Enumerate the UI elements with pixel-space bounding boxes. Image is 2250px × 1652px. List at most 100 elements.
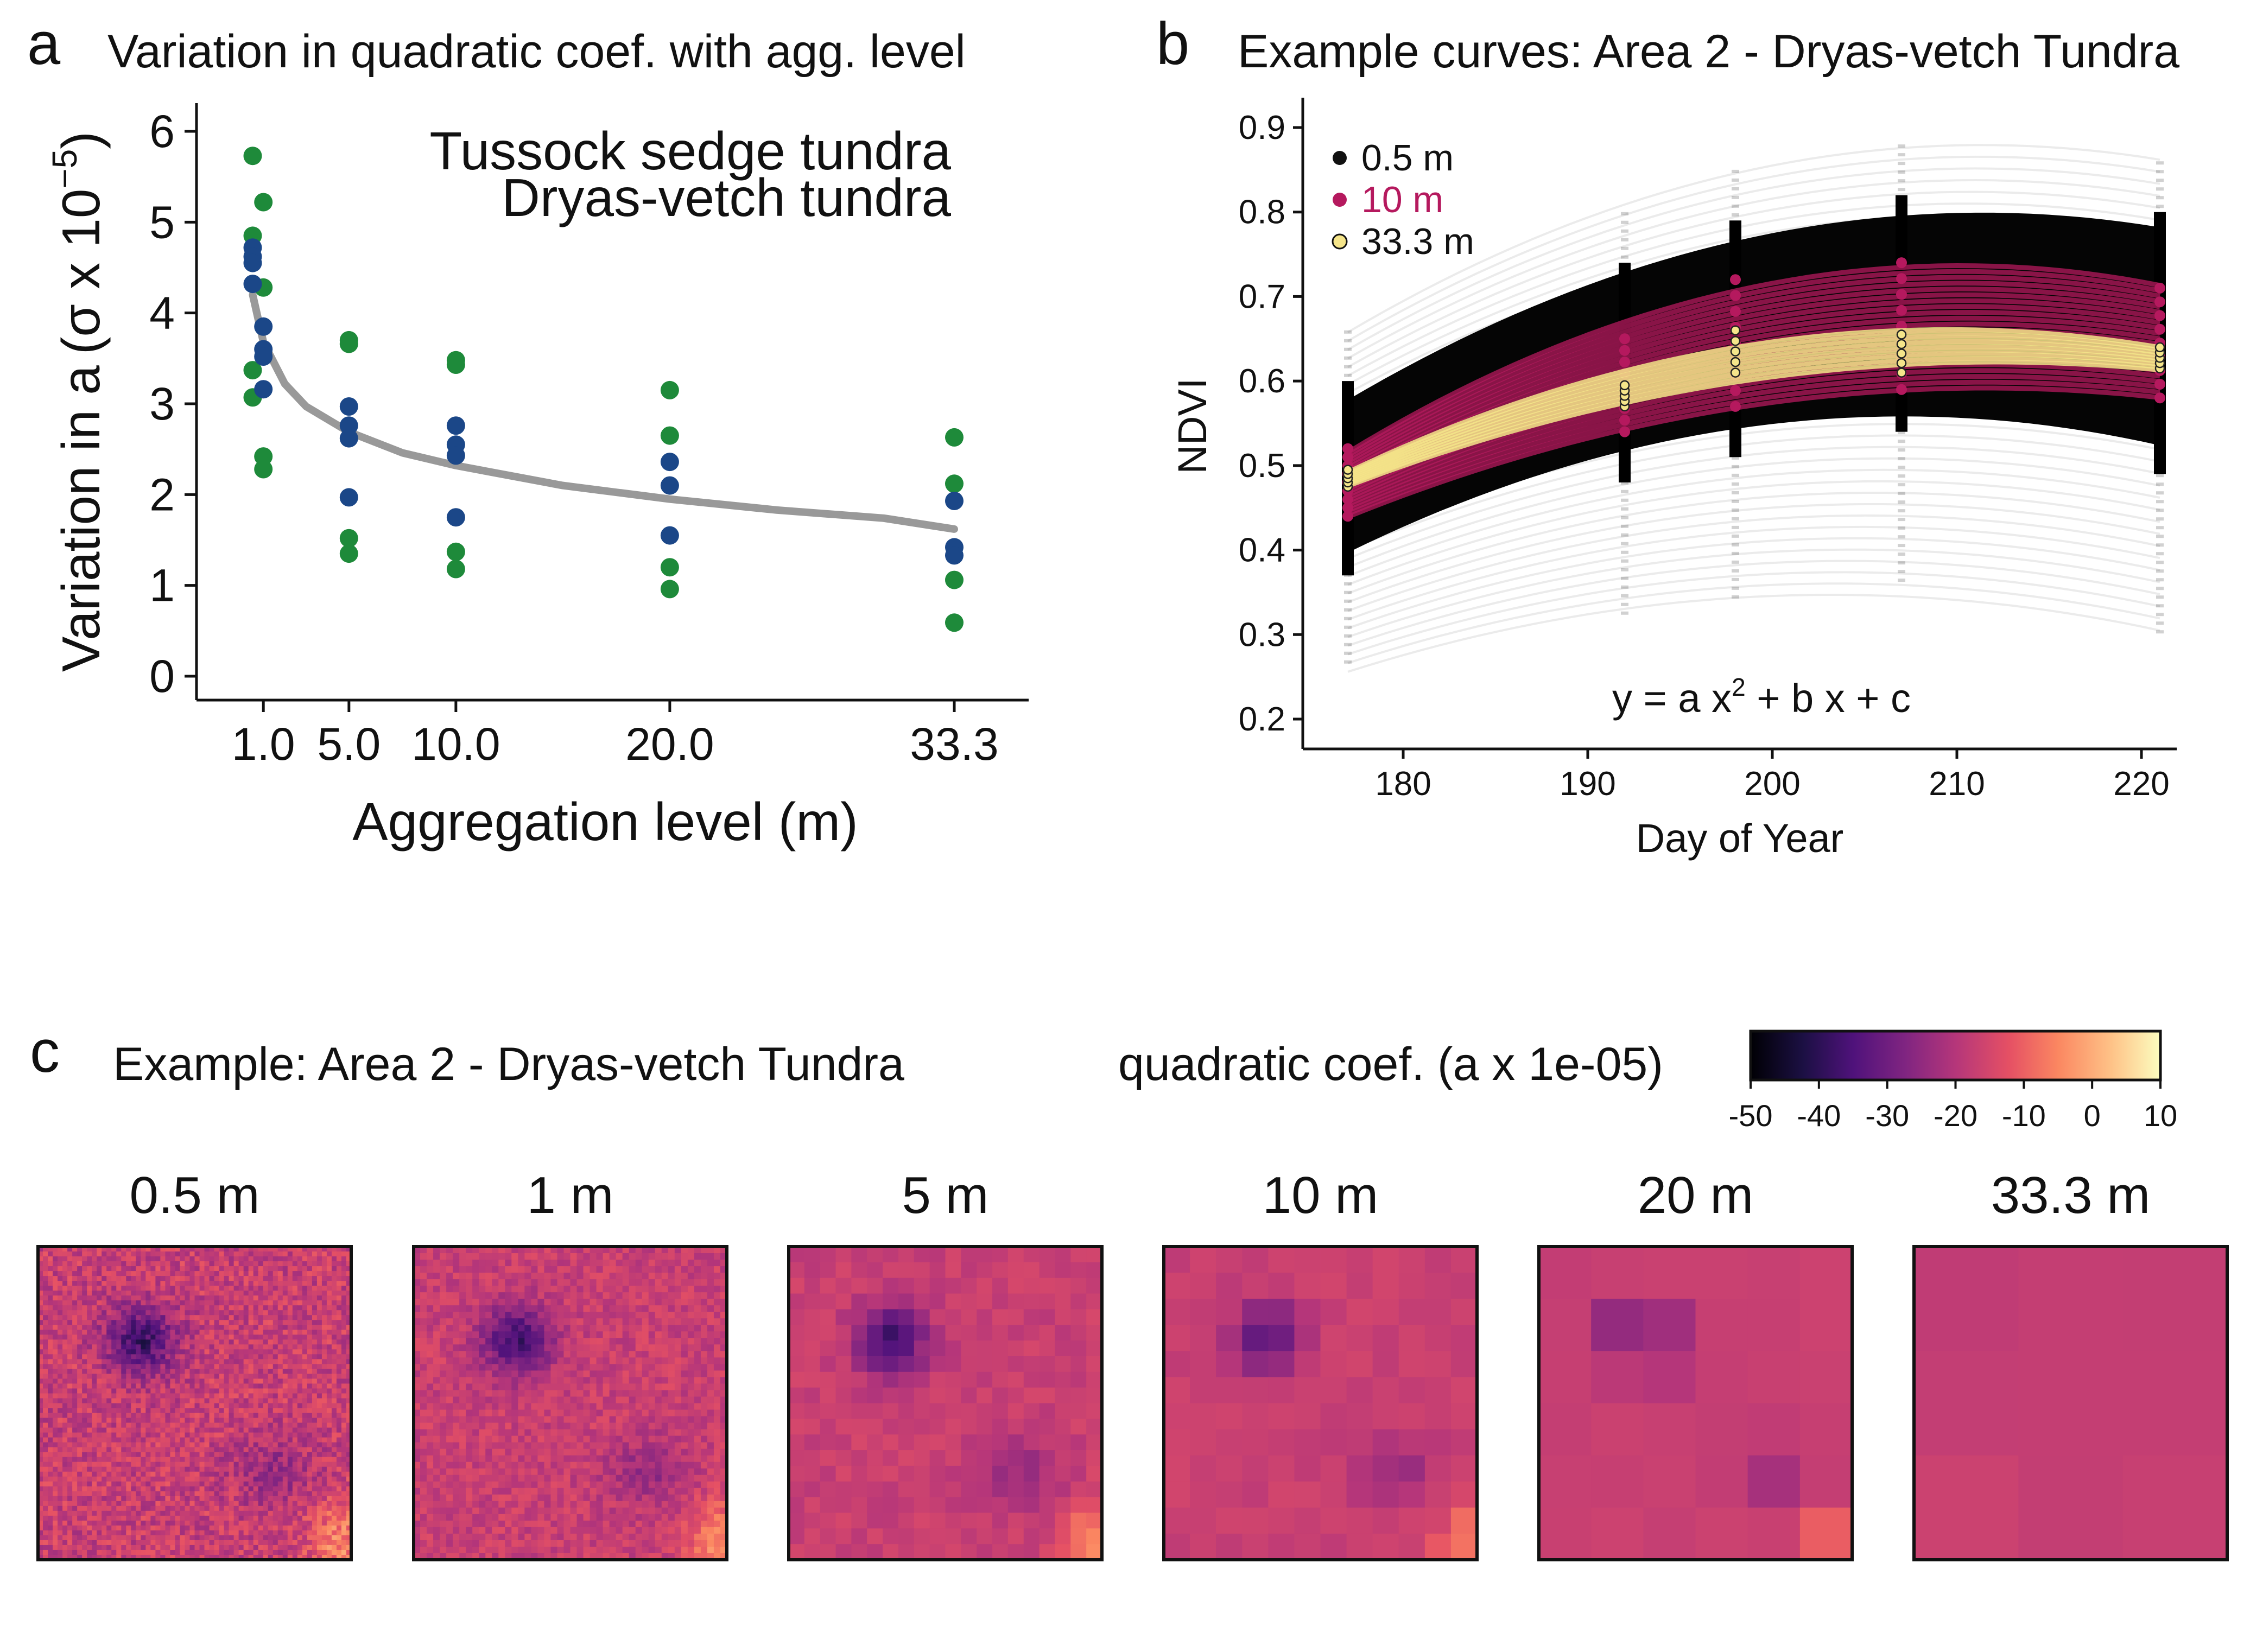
heatmap-cell — [194, 1520, 200, 1526]
heatmap-cell — [277, 1330, 283, 1335]
heatmap-cell — [170, 1330, 176, 1335]
heatmap-cell — [82, 1286, 87, 1291]
heatmap-cell — [321, 1364, 327, 1369]
heatmap-cell — [550, 1279, 558, 1286]
heatmap-cell — [336, 1481, 342, 1487]
heatmap-cell — [131, 1462, 136, 1467]
heatmap-cell — [341, 1505, 347, 1511]
heatmap-cell — [219, 1432, 225, 1438]
heatmap-cell — [185, 1501, 191, 1507]
heatmap-cell — [336, 1291, 342, 1296]
heatmap-cell — [472, 1273, 479, 1280]
heatmap-cell — [48, 1535, 53, 1541]
heatmap-cell — [102, 1545, 107, 1551]
heatmap-cell — [121, 1554, 126, 1560]
heatmap-cell — [72, 1457, 78, 1463]
heatmap-cell — [53, 1335, 58, 1340]
heatmap-cell — [141, 1286, 146, 1291]
heatmap-cell — [576, 1253, 584, 1260]
heatmap-cell — [126, 1466, 131, 1472]
heatmap-cell — [277, 1315, 283, 1320]
heatmap-cell — [258, 1388, 264, 1394]
heatmap-cell — [92, 1408, 97, 1414]
heatmap-cell — [170, 1335, 176, 1340]
heatmap-cell — [67, 1383, 73, 1389]
heatmap-cell — [185, 1364, 191, 1369]
heatmap-cell — [102, 1427, 107, 1433]
heatmap-cell — [111, 1481, 117, 1487]
heatmap-cell — [72, 1378, 78, 1384]
heatmap-cell — [433, 1305, 440, 1312]
heatmap-cell — [346, 1476, 352, 1482]
panel-b-x-tick-label: 200 — [1744, 765, 1800, 803]
heatmap-cell — [82, 1530, 87, 1536]
heatmap-cell — [87, 1251, 92, 1257]
heatmap-cell — [170, 1432, 176, 1438]
heatmap-cell — [321, 1251, 327, 1257]
heatmap-cell — [263, 1535, 269, 1541]
heatmap-cell — [321, 1374, 327, 1380]
heatmap-cell — [155, 1281, 161, 1286]
heatmap-cell — [629, 1279, 636, 1286]
heatmap-cell — [38, 1256, 43, 1262]
heatmap-cell — [87, 1325, 92, 1330]
heatmap-cell — [302, 1305, 308, 1311]
heatmap-cell — [72, 1510, 78, 1516]
heatmap-cell — [170, 1286, 176, 1291]
heatmap-cell — [82, 1261, 87, 1267]
heatmap-cell — [307, 1354, 313, 1359]
heatmap-cell — [312, 1295, 318, 1301]
heatmap-cell — [106, 1486, 112, 1492]
heatmap-cell — [700, 1247, 708, 1254]
heatmap-cell — [287, 1427, 293, 1433]
heatmap-cell — [48, 1315, 53, 1320]
heatmap-cell — [219, 1535, 225, 1541]
heatmap-cell — [106, 1432, 112, 1438]
heatmap-cell — [62, 1403, 68, 1409]
heatmap-cell — [287, 1364, 293, 1369]
heatmap-cell — [126, 1349, 131, 1355]
heatmap-cell — [563, 1299, 571, 1306]
heatmap-cell — [326, 1378, 332, 1384]
heatmap-cell — [292, 1447, 298, 1453]
heatmap-cell — [258, 1486, 264, 1492]
heatmap-cell — [243, 1481, 249, 1487]
heatmap-cell — [292, 1491, 298, 1497]
panel-b-equation: y = a x2 + b x + c — [1612, 673, 1911, 721]
heatmap-cell — [616, 1279, 623, 1286]
heatmap-cell — [466, 1260, 473, 1267]
heatmap-cell — [72, 1247, 78, 1252]
heatmap-cell — [116, 1339, 122, 1345]
heatmap-cell — [238, 1486, 244, 1492]
heatmap-cell — [204, 1491, 210, 1497]
heatmap-cell — [248, 1413, 254, 1419]
heatmap-cell — [209, 1481, 215, 1487]
heatmap-cell — [233, 1261, 239, 1267]
heatmap-cell — [282, 1418, 288, 1424]
heatmap-cell — [131, 1535, 136, 1541]
heatmap-cell — [38, 1344, 43, 1350]
dryas-point — [243, 275, 262, 294]
heatmap-cell — [111, 1408, 117, 1414]
heatmap-cell — [341, 1486, 347, 1492]
heatmap-cell — [102, 1320, 107, 1325]
heatmap-cell — [268, 1354, 274, 1359]
heatmap-cell — [297, 1530, 303, 1536]
heatmap-cell — [302, 1403, 308, 1409]
heatmap-cell — [459, 1312, 466, 1319]
heatmap-cell — [141, 1256, 146, 1262]
heatmap-cell — [185, 1491, 191, 1497]
heatmap-cell — [106, 1471, 112, 1477]
heatmap-cell — [420, 1247, 427, 1254]
heatmap-cell — [121, 1335, 126, 1340]
heatmap-cell — [214, 1530, 220, 1536]
heatmap-cell — [248, 1315, 254, 1320]
heatmap-cell — [160, 1515, 166, 1521]
heatmap-cell — [420, 1273, 427, 1280]
heatmap-cell — [87, 1291, 92, 1296]
heatmap-cell — [106, 1413, 112, 1419]
heatmap-cell — [116, 1462, 122, 1467]
heatmap-cell — [713, 1299, 721, 1306]
heatmap-cell — [297, 1549, 303, 1555]
heatmap-cell — [160, 1251, 166, 1257]
